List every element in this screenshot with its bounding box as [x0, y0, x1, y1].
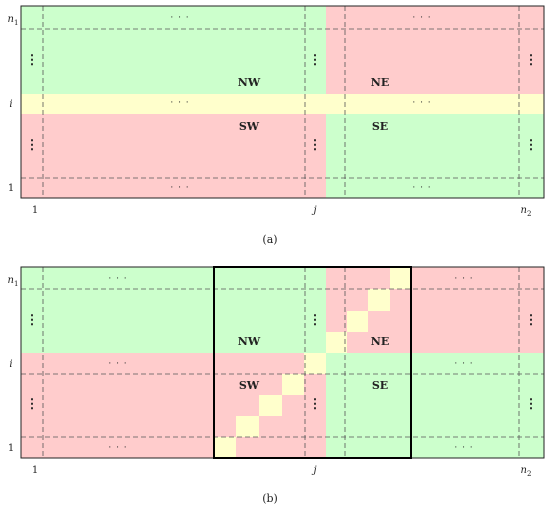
vdots-b-4: ⋮ [26, 397, 39, 412]
region-se-b [326, 353, 544, 458]
label-se-a: SE [372, 120, 388, 133]
caption-a: (a) [262, 233, 277, 246]
region-nw-a [21, 6, 326, 94]
hdots-a-2: · · · [412, 13, 431, 23]
region-se-a [326, 114, 544, 198]
panel-b: · · · · · · · · · · · · · · · · · · ⋮ ⋮ … [8, 266, 545, 505]
label-sw-b: SW [239, 379, 260, 392]
y-tick-1-a: 1 [8, 183, 14, 194]
label-nw-b: NW [238, 335, 261, 348]
panel-a-border [20, 5, 545, 199]
y-tick-i-b: i [9, 359, 12, 370]
hdots-a-3: · · · [170, 98, 189, 108]
vdots-b-1: ⋮ [26, 313, 39, 328]
vdots-b-6: ⋮ [525, 397, 538, 412]
label-nw-a: NW [238, 76, 261, 89]
vdots-b-3: ⋮ [525, 313, 538, 328]
vdots-a-2: ⋮ [309, 53, 322, 68]
hdots-a-4: · · · [412, 98, 431, 108]
vdots-a-4: ⋮ [26, 138, 39, 153]
highlight-window-b [213, 266, 412, 459]
x-tick-n2-b: n2 [521, 465, 532, 478]
vdots-a-1: ⋮ [26, 53, 39, 68]
hdots-b-5: · · · [108, 443, 127, 453]
staircase-cells [214, 267, 411, 458]
region-ne-a [326, 6, 544, 94]
label-se-b: SE [372, 379, 388, 392]
hdots-b-3: · · · [108, 359, 127, 369]
hdots-b-2: · · · [454, 274, 473, 284]
x-tick-j-a: j [311, 205, 316, 216]
y-tick-n1-b: n1 [8, 275, 19, 288]
caption-b: (b) [262, 492, 278, 505]
vdots-b-2: ⋮ [309, 313, 322, 328]
x-tick-n2-a: n2 [521, 205, 532, 218]
x-tick-1-a: 1 [32, 205, 38, 216]
row-i-band-a [21, 94, 544, 114]
dashed-grid-a [21, 6, 544, 198]
x-tick-j-b: j [311, 465, 316, 476]
hdots-b-1: · · · [108, 274, 127, 284]
vdots-a-6: ⋮ [525, 138, 538, 153]
region-top-left-b [21, 267, 326, 353]
vdots-b-5: ⋮ [309, 397, 322, 412]
label-sw-a: SW [239, 120, 260, 133]
region-ne-b [326, 267, 544, 353]
y-tick-n1-a: n1 [8, 14, 19, 27]
hdots-a-1: · · · [170, 13, 189, 23]
vdots-a-5: ⋮ [309, 138, 322, 153]
region-sw-a [21, 114, 326, 198]
hdots-b-4: · · · [454, 359, 473, 369]
dashed-grid-b [21, 267, 544, 458]
hdots-b-6: · · · [454, 443, 473, 453]
hdots-a-6: · · · [412, 183, 431, 193]
hdots-a-5: · · · [170, 183, 189, 193]
x-tick-1-b: 1 [32, 465, 38, 476]
label-ne-a: NE [371, 76, 389, 89]
vdots-a-3: ⋮ [525, 53, 538, 68]
panel-a: · · · · · · · · · · · · · · · · · · ⋮ ⋮ … [8, 5, 545, 246]
label-ne-b: NE [371, 335, 389, 348]
y-tick-i-a: i [9, 99, 12, 110]
y-tick-1-b: 1 [8, 443, 14, 454]
